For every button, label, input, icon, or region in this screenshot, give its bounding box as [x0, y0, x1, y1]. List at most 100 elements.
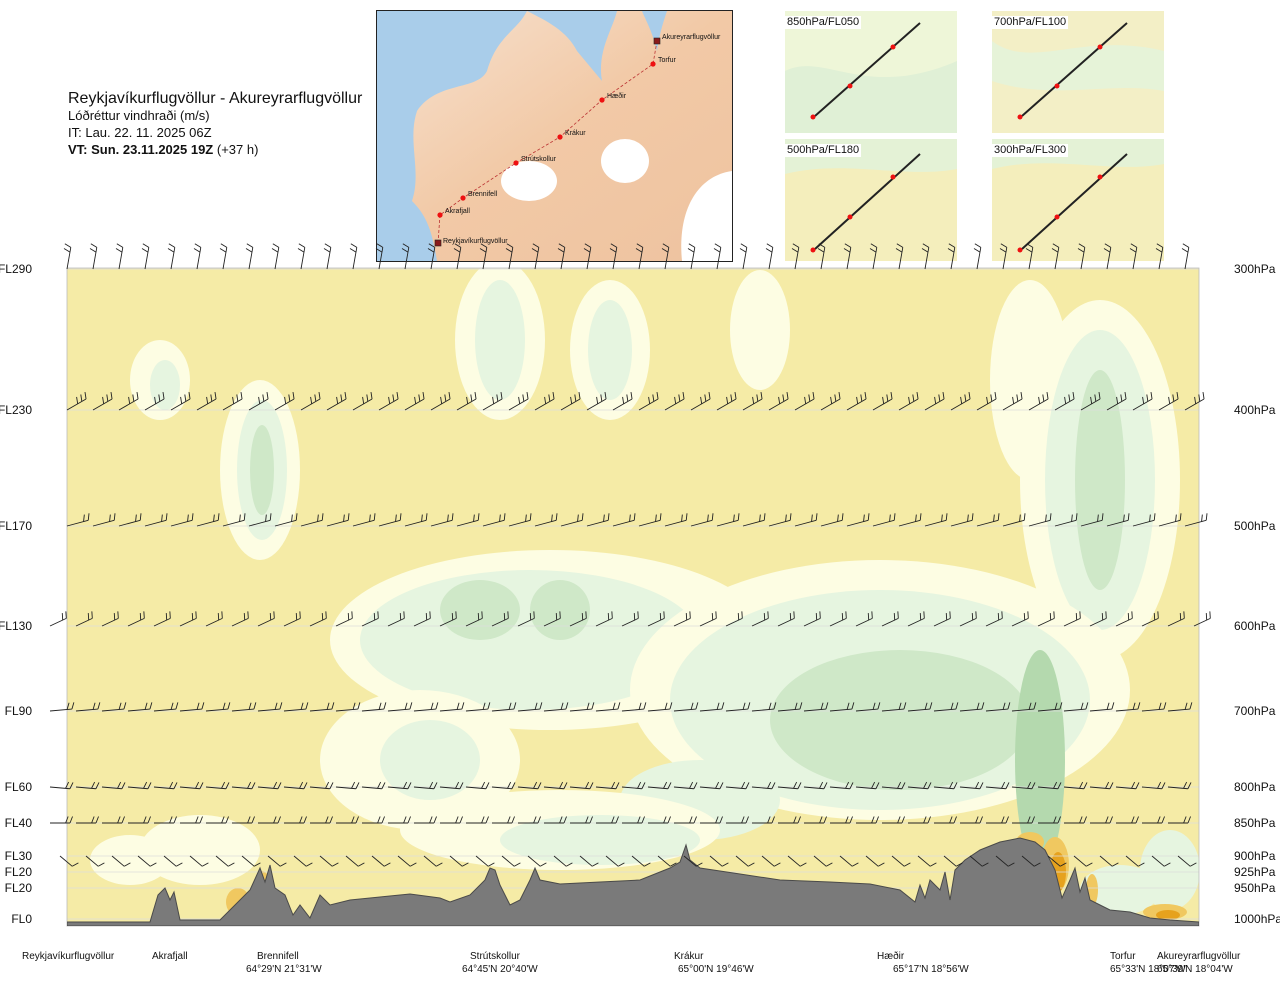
wind-barb	[456, 513, 480, 527]
wind-barb	[154, 816, 177, 824]
wind-barb	[257, 781, 282, 790]
wind-barb	[189, 855, 209, 867]
wind-barb	[1177, 855, 1197, 867]
wind-barb	[726, 816, 749, 824]
wind-barb	[709, 855, 729, 867]
wind-barb	[309, 781, 334, 790]
wind-barb	[586, 392, 607, 411]
wind-barb	[804, 816, 827, 824]
wind-barb	[777, 781, 802, 790]
issue-time: IT: Lau. 22. 11. 2025 06Z	[68, 125, 212, 140]
wind-barb	[375, 243, 384, 270]
wind-barb	[196, 392, 217, 411]
wind-barb	[1158, 392, 1179, 411]
wind-barb	[595, 702, 621, 712]
field-region	[730, 270, 790, 390]
wind-barb	[803, 781, 828, 790]
wind-barb	[1167, 611, 1185, 627]
wind-barb	[1037, 702, 1063, 712]
wind-barb	[101, 702, 127, 712]
wind-barb	[959, 781, 984, 790]
station-name: Akrafjall	[152, 951, 188, 962]
wind-barb	[583, 243, 592, 270]
wind-barb	[527, 855, 547, 867]
wind-barb	[882, 816, 905, 824]
wind-barb	[300, 513, 324, 527]
station-name: Strútskollur	[470, 951, 521, 962]
wind-barb	[569, 611, 587, 627]
mini-map-300-point	[1017, 247, 1023, 253]
pressure-level-label: 1000hPa	[1234, 912, 1280, 926]
wind-barb	[635, 243, 644, 270]
wind-barb	[560, 513, 584, 527]
wind-barb	[1115, 702, 1141, 712]
terrain-area	[67, 837, 1199, 926]
field-region	[1075, 370, 1125, 590]
mini-map-700-point	[1097, 44, 1103, 50]
station-name: Krákur	[674, 951, 704, 962]
wind-barb	[300, 392, 321, 411]
pressure-level-label: 950hPa	[1234, 881, 1276, 895]
wind-barb	[622, 816, 645, 824]
wind-barb	[638, 513, 662, 527]
wind-barb	[309, 611, 327, 627]
map-station-label: Strútskollur	[521, 156, 557, 163]
wind-barb	[128, 816, 151, 824]
wind-barb	[768, 392, 789, 411]
wind-barb	[85, 855, 105, 867]
vertical-velocity-field	[90, 268, 1199, 920]
wind-barb	[1025, 243, 1034, 270]
wind-barb	[401, 243, 410, 270]
wind-barb	[647, 781, 672, 790]
wind-barb	[309, 702, 335, 712]
wind-barb	[404, 392, 425, 411]
wind-barb	[153, 611, 171, 627]
wind-barb	[596, 816, 619, 824]
wind-barb	[388, 816, 411, 824]
wind-barb	[378, 392, 399, 411]
wind-barb	[924, 392, 945, 411]
title-block: Reykjavíkurflugvöllur - Akureyrarflugvöl…	[68, 90, 362, 158]
wind-barb	[352, 513, 376, 527]
wind-barb	[872, 513, 896, 527]
wind-barb	[921, 243, 930, 270]
wind-barb	[231, 702, 257, 712]
mini-map-850-point	[847, 83, 853, 89]
wind-barb	[794, 392, 815, 411]
wind-barb	[570, 816, 593, 824]
map-airport-marker	[653, 37, 661, 45]
wind-barb	[1116, 816, 1139, 824]
pressure-level-label: 400hPa	[1234, 403, 1276, 417]
wind-barb	[933, 781, 958, 790]
pressure-level-label: 925hPa	[1234, 865, 1276, 879]
wind-barb	[517, 611, 535, 627]
wind-barb	[127, 781, 152, 790]
mini-map-300-point	[1097, 174, 1103, 180]
field-region	[440, 580, 520, 640]
wind-barb	[543, 781, 568, 790]
route-map-graphic: Akureyrarflugvöllur Torfur Hæðir Krákur Strú…	[377, 11, 732, 261]
wind-barb	[153, 781, 178, 790]
wind-barb	[1184, 513, 1208, 527]
sea-west	[377, 11, 527, 261]
wind-barb	[508, 392, 529, 411]
wind-barb	[283, 702, 309, 712]
wind-barb	[742, 392, 763, 411]
wind-barb	[335, 702, 361, 712]
wind-barb	[505, 243, 514, 270]
wind-barb	[917, 855, 937, 867]
wind-barb	[716, 392, 737, 411]
wind-barb	[127, 611, 145, 627]
fjord-eyjafjordur	[642, 11, 667, 51]
wind-barb	[843, 243, 852, 270]
wind-barb	[222, 392, 243, 411]
wind-barb	[960, 816, 983, 824]
field-region	[90, 835, 170, 885]
mini-map-700-graphic	[992, 11, 1164, 133]
wind-barb	[1021, 855, 1041, 867]
wind-barb	[768, 513, 792, 527]
wind-barb	[881, 702, 907, 712]
wind-barb	[751, 611, 769, 627]
station-coordinates: 64°45'N 20°40'W	[462, 964, 538, 975]
